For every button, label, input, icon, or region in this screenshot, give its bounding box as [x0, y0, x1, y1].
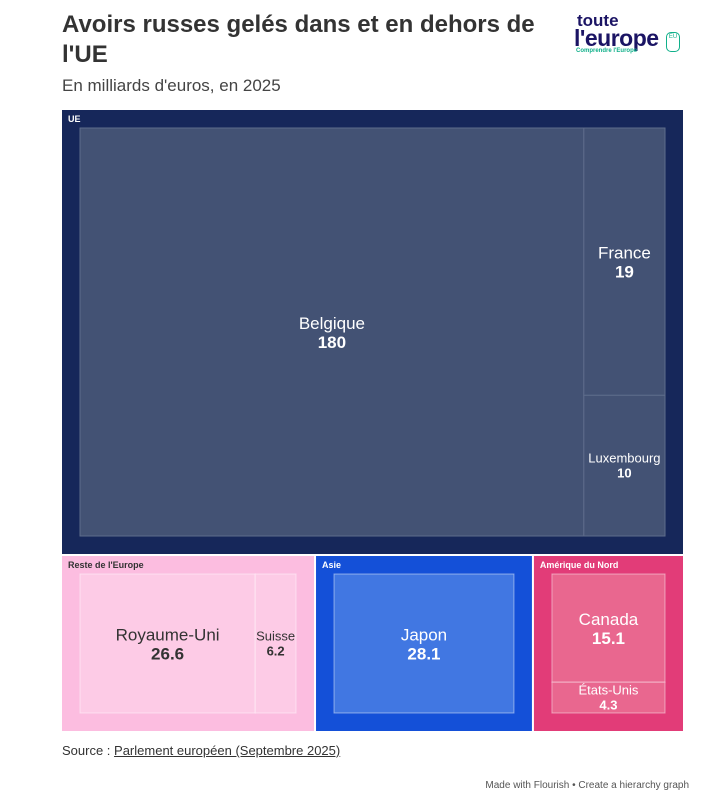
tile-canada: [551, 573, 666, 683]
tile-royaume-uni: [79, 573, 256, 714]
tile-label-royaume-uni: Royaume-Uni: [116, 626, 220, 645]
tile-value-japon: 28.1: [407, 645, 440, 664]
source-link[interactable]: Parlement européen (Septembre 2025): [114, 743, 341, 758]
logo-line1: toute: [577, 11, 619, 30]
tile-label-belgique: Belgique: [299, 314, 365, 333]
flourish-credit[interactable]: Made with Flourish • Create a hierarchy …: [485, 780, 689, 791]
tile-suisse: [254, 573, 297, 714]
tile-label-luxembourg: Luxembourg: [588, 451, 660, 466]
logo-line2: l'europe: [574, 25, 659, 51]
chart-subtitle: En milliards d'euros, en 2025: [62, 76, 281, 95]
group-label-ue: UE: [68, 114, 81, 124]
tile-belgique: [79, 127, 585, 537]
tile-etats-unis: [551, 681, 666, 714]
tile-value-belgique: 180: [318, 333, 346, 352]
tile-luxembourg: [583, 394, 666, 537]
tile-value-royaume-uni: 26.6: [151, 645, 184, 664]
tile-value-canada: 15.1: [592, 629, 625, 648]
tile-label-canada: Canada: [579, 610, 639, 629]
tile-value-etats-unis: 4.3: [599, 698, 617, 713]
logo-tagline: Comprendre l'Europe: [576, 48, 638, 54]
eu-badge-icon: EU: [666, 32, 680, 52]
toute-leurope-logo[interactable]: toute l'europe Comprendre l'Europe EU: [574, 12, 682, 56]
tile-value-france: 19: [615, 263, 634, 282]
group-label-asie: Asie: [322, 560, 341, 570]
tile-value-luxembourg: 10: [617, 466, 631, 481]
tile-france: [583, 127, 666, 396]
tile-label-japon: Japon: [401, 626, 447, 645]
tile-value-suisse: 6.2: [267, 644, 285, 659]
tile-japon: [333, 573, 515, 714]
group-label-amerique-du-nord: Amérique du Nord: [540, 560, 619, 570]
tile-label-etats-unis: États-Unis: [578, 683, 638, 698]
source-prefix: Source :: [62, 743, 115, 758]
tile-label-france: France: [598, 244, 651, 263]
chart-title: Avoirs russes gelés dans et en dehors de…: [62, 11, 535, 68]
tile-label-suisse: Suisse: [256, 629, 295, 644]
source-note: Source : Parlement européen (Septembre 2…: [62, 743, 340, 758]
group-label-reste-de-l-europe: Reste de l'Europe: [68, 560, 144, 570]
